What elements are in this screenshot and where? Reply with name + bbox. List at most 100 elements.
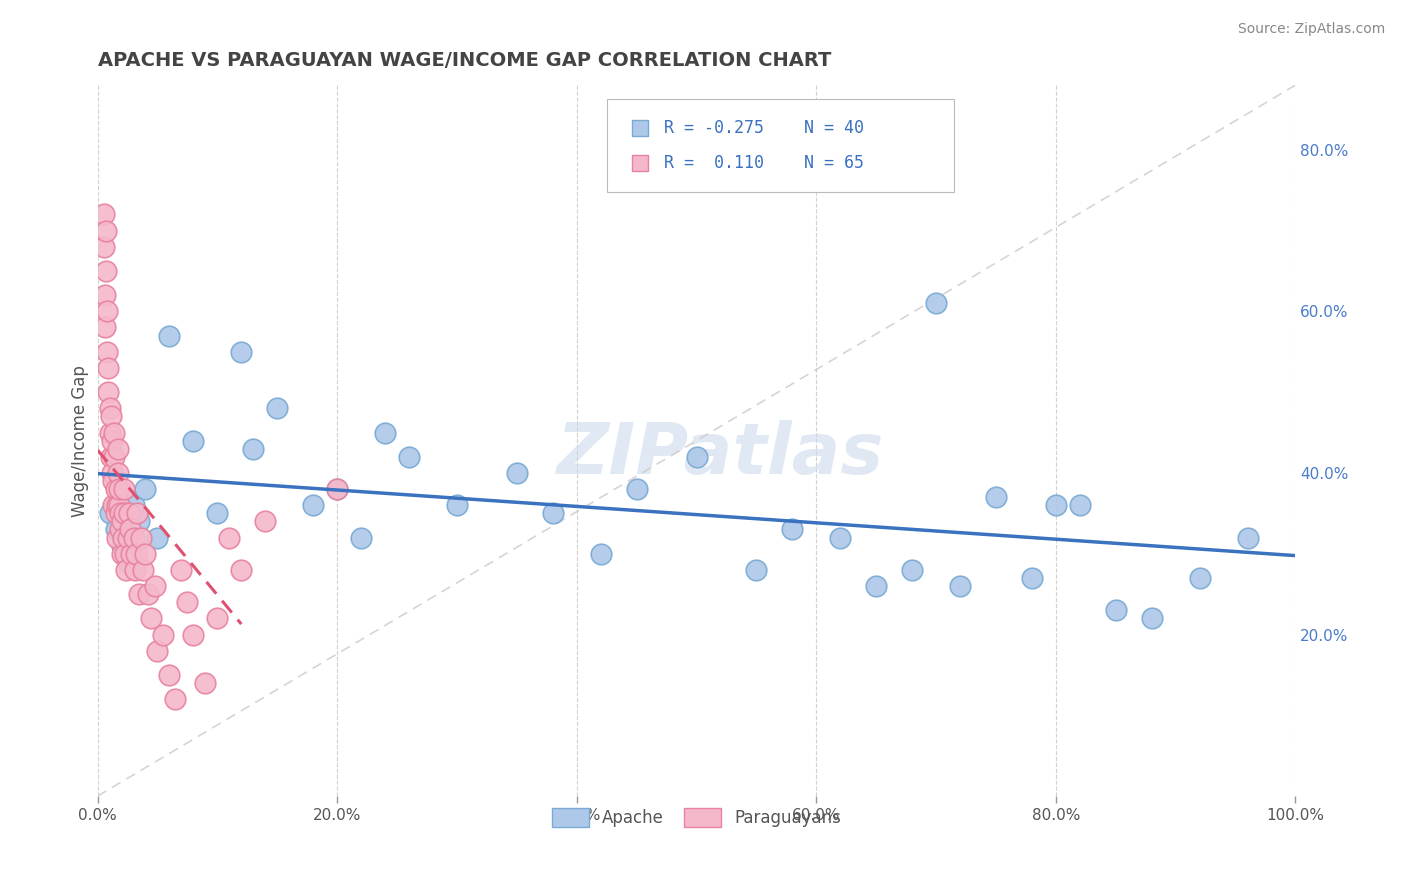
Point xyxy=(110,523,132,537)
Point xyxy=(115,563,138,577)
Point xyxy=(96,304,118,318)
Point xyxy=(1069,498,1091,512)
Point xyxy=(949,579,972,593)
Point xyxy=(96,344,118,359)
Point xyxy=(107,466,129,480)
Point xyxy=(117,531,139,545)
Point xyxy=(107,442,129,456)
Point xyxy=(101,434,124,448)
Point xyxy=(111,531,134,545)
Point xyxy=(98,506,121,520)
Point xyxy=(266,401,288,416)
Text: APACHE VS PARAGUAYAN WAGE/INCOME GAP CORRELATION CHART: APACHE VS PARAGUAYAN WAGE/INCOME GAP COR… xyxy=(97,51,831,70)
Point xyxy=(112,506,135,520)
Point xyxy=(183,627,205,641)
Point xyxy=(176,595,198,609)
Point xyxy=(146,643,169,657)
Point xyxy=(141,611,163,625)
Point xyxy=(745,563,768,577)
Point xyxy=(103,450,125,464)
Point xyxy=(326,482,349,496)
Point xyxy=(231,563,253,577)
Point xyxy=(132,563,155,577)
Point xyxy=(100,450,122,464)
Point xyxy=(1045,498,1067,512)
Point xyxy=(626,482,648,496)
Point xyxy=(136,587,159,601)
Text: ZIPatlas: ZIPatlas xyxy=(557,420,884,490)
Point xyxy=(104,482,127,496)
Text: Source: ZipAtlas.com: Source: ZipAtlas.com xyxy=(1237,22,1385,37)
Point xyxy=(93,207,115,221)
Point xyxy=(125,547,148,561)
Point xyxy=(143,579,166,593)
Point xyxy=(782,523,804,537)
Point xyxy=(118,523,141,537)
Point xyxy=(231,344,253,359)
Point xyxy=(122,531,145,545)
Point xyxy=(170,563,193,577)
Text: R = -0.275    N = 40: R = -0.275 N = 40 xyxy=(664,120,865,137)
Point xyxy=(134,547,156,561)
Point xyxy=(628,70,651,84)
Point xyxy=(165,692,187,706)
Point xyxy=(159,668,181,682)
Point xyxy=(128,587,150,601)
Point xyxy=(1236,531,1258,545)
Point xyxy=(589,547,612,561)
Point xyxy=(1021,571,1043,585)
Point xyxy=(110,539,132,553)
Point xyxy=(134,482,156,496)
Point xyxy=(254,515,277,529)
Point xyxy=(984,490,1007,504)
Point xyxy=(446,498,468,512)
Point xyxy=(98,425,121,440)
Point xyxy=(110,515,132,529)
Point xyxy=(110,506,132,520)
Point xyxy=(101,474,124,488)
Point xyxy=(127,506,149,520)
Point xyxy=(146,531,169,545)
Text: R =  0.110    N = 65: R = 0.110 N = 65 xyxy=(664,153,865,172)
Point xyxy=(104,506,127,520)
Point xyxy=(506,466,529,480)
Legend: Apache, Paraguayans: Apache, Paraguayans xyxy=(546,801,848,834)
Point xyxy=(194,676,217,690)
Point xyxy=(302,498,325,512)
Point xyxy=(97,360,120,375)
Point xyxy=(98,401,121,416)
Point xyxy=(108,482,131,496)
Point xyxy=(117,555,139,569)
Point xyxy=(108,498,131,512)
Point xyxy=(101,498,124,512)
Point xyxy=(105,531,128,545)
Point xyxy=(541,506,564,520)
Point xyxy=(94,223,117,237)
Point xyxy=(218,531,240,545)
Point xyxy=(901,563,924,577)
Point xyxy=(114,547,136,561)
Point xyxy=(326,482,349,496)
Point xyxy=(628,30,651,45)
Point xyxy=(122,498,145,512)
Y-axis label: Wage/Income Gap: Wage/Income Gap xyxy=(72,365,89,516)
Point xyxy=(100,409,122,424)
Point xyxy=(101,466,124,480)
Point xyxy=(830,531,852,545)
FancyBboxPatch shape xyxy=(606,99,955,192)
Point xyxy=(398,450,420,464)
Point xyxy=(183,434,205,448)
Point xyxy=(242,442,264,456)
Point xyxy=(124,563,146,577)
Point xyxy=(865,579,887,593)
Point xyxy=(128,515,150,529)
Point xyxy=(152,627,174,641)
Point xyxy=(129,531,152,545)
Point xyxy=(374,425,396,440)
Point xyxy=(97,385,120,400)
Point xyxy=(94,288,117,302)
Point xyxy=(93,240,115,254)
Point xyxy=(1105,603,1128,617)
Point xyxy=(1140,611,1163,625)
Point xyxy=(207,611,229,625)
